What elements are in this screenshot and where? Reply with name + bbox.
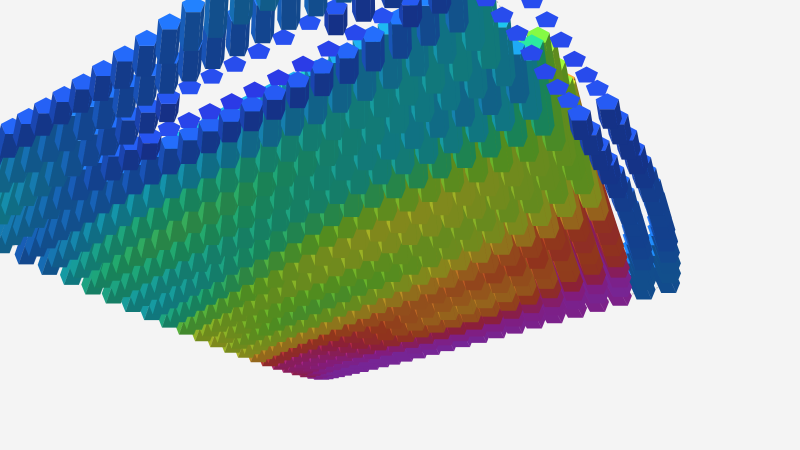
bar-cell (344, 24, 367, 40)
bar-cell (324, 0, 347, 35)
bar-cell (277, 0, 301, 30)
bar-cell (230, 0, 255, 25)
bar-cell (550, 32, 573, 48)
bar-cell (399, 0, 423, 27)
bar-cell (256, 0, 281, 11)
bar-cell (223, 56, 246, 72)
bar-cell (317, 41, 340, 57)
bar-cell (158, 120, 181, 136)
bar-cell (596, 93, 622, 129)
chart-3d-scene (0, 0, 800, 450)
bar-cell (220, 93, 243, 109)
bar-cell (380, 0, 404, 8)
bar-cell (200, 68, 223, 84)
bar-cell (352, 0, 375, 22)
bar-cell (247, 43, 270, 59)
bar-cell (563, 51, 586, 67)
bar-cell (179, 0, 205, 51)
bar-cell (535, 11, 558, 27)
bar-cell (198, 103, 221, 119)
bar-cell (267, 69, 290, 85)
bar-cell (197, 115, 222, 153)
hex-bar-chart-svg (0, 0, 800, 450)
bar-cell (521, 0, 544, 8)
bar-cell (272, 29, 295, 45)
bar-cell (240, 95, 264, 131)
bar-cell (218, 106, 242, 143)
bar-cell (292, 56, 315, 72)
bar-cell (286, 71, 310, 108)
bar-cell (178, 112, 201, 128)
bar-cell (262, 84, 286, 120)
bar-cell (243, 82, 266, 98)
bar-cell (304, 0, 328, 16)
bar-cell (575, 67, 598, 83)
hex-bars-group (0, 0, 681, 380)
